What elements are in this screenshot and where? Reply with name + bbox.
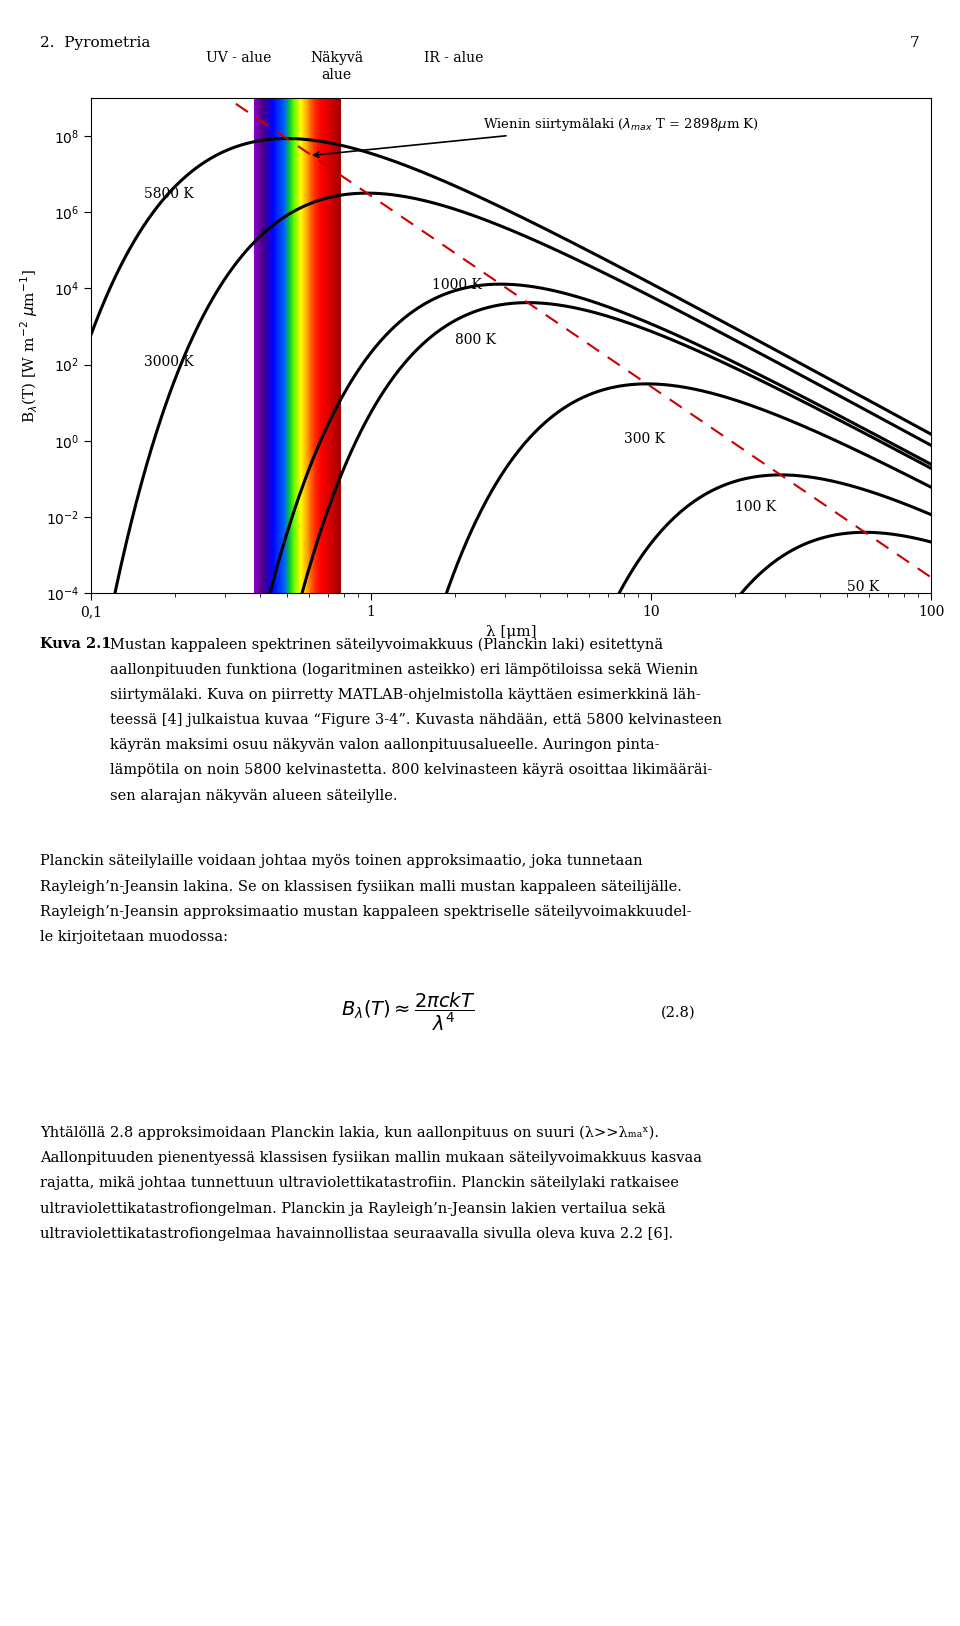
Text: Rayleigh’n-Jeansin approksimaatio mustan kappaleen spektriselle säteilyvoimakkuu: Rayleigh’n-Jeansin approksimaatio mustan… <box>40 904 692 919</box>
Text: sen alarajan näkyvän alueen säteilylle.: sen alarajan näkyvän alueen säteilylle. <box>110 789 397 803</box>
Text: teessä [4] julkaistua kuvaa “Figure 3-4”. Kuvasta nähdään, että 5800 kelvinastee: teessä [4] julkaistua kuvaa “Figure 3-4”… <box>110 712 722 727</box>
Text: Yhtälöllä 2.8 approksimoidaan Planckin lakia, kun aallonpituus on suuri (λ>>λₘₐˣ: Yhtälöllä 2.8 approksimoidaan Planckin l… <box>40 1127 660 1140</box>
Text: käyrän maksimi osuu näkyvän valon aallonpituusalueelle. Auringon pinta-: käyrän maksimi osuu näkyvän valon aallon… <box>110 738 660 753</box>
Text: 1000 K: 1000 K <box>432 278 482 293</box>
Text: Näkyvä
alue: Näkyvä alue <box>310 52 363 81</box>
Text: Planckin säteilylaille voidaan johtaa myös toinen approksimaatio, joka tunnetaan: Planckin säteilylaille voidaan johtaa my… <box>40 855 643 868</box>
Text: aallonpituuden funktiona (logaritminen asteikko) eri lämpötiloissa sekä Wienin: aallonpituuden funktiona (logaritminen a… <box>110 663 699 676</box>
Text: ultraviolettikatastrofiongelman. Planckin ja Rayleigh’n-Jeansin lakien vertailua: ultraviolettikatastrofiongelman. Plancki… <box>40 1202 666 1216</box>
Y-axis label: B$_\lambda$(T) [W m$^{-2}$ $\mu$m$^{-1}$]: B$_\lambda$(T) [W m$^{-2}$ $\mu$m$^{-1}$… <box>18 268 40 423</box>
Text: Kuva 2.1: Kuva 2.1 <box>40 637 111 652</box>
Text: 300 K: 300 K <box>624 433 665 446</box>
Text: 7: 7 <box>910 36 920 50</box>
Text: ultraviolettikatastrofiongelmaa havainnollistaa seuraavalla sivulla oleva kuva 2: ultraviolettikatastrofiongelmaa havainno… <box>40 1228 674 1241</box>
Text: 3000 K: 3000 K <box>145 354 194 369</box>
Text: 50 K: 50 K <box>847 580 879 593</box>
Text: IR - alue: IR - alue <box>424 52 484 65</box>
X-axis label: λ [μm]: λ [μm] <box>486 624 537 639</box>
Text: $B_\lambda(T) \approx \dfrac{2\pi c k T}{\lambda^4}$: $B_\lambda(T) \approx \dfrac{2\pi c k T}… <box>341 990 475 1034</box>
Text: 800 K: 800 K <box>455 333 496 346</box>
Text: Aallonpituuden pienentyessä klassisen fysiikan mallin mukaan säteilyvoimakkuus k: Aallonpituuden pienentyessä klassisen fy… <box>40 1151 703 1166</box>
Text: 100 K: 100 K <box>735 501 777 514</box>
Text: 5800 K: 5800 K <box>145 187 194 200</box>
Text: siirtymälaki. Kuva on piirretty MATLAB-ohjelmistolla käyttäen esimerkkinä läh-: siirtymälaki. Kuva on piirretty MATLAB-o… <box>110 688 701 702</box>
Text: (2.8): (2.8) <box>661 1005 696 1020</box>
Text: rajatta, mikä johtaa tunnettuun ultraviolettikatastrofiin. Planckin säteilylaki : rajatta, mikä johtaa tunnettuun ultravio… <box>40 1177 679 1190</box>
Text: 2.  Pyrometria: 2. Pyrometria <box>40 36 151 50</box>
Text: Wienin siirtymälaki ($\lambda_{max}$ T = 2898$\mu$m K): Wienin siirtymälaki ($\lambda_{max}$ T =… <box>314 115 758 158</box>
Text: lämpötila on noin 5800 kelvinastetta. 800 kelvinasteen käyrä osoittaa likimääräi: lämpötila on noin 5800 kelvinastetta. 80… <box>110 764 712 777</box>
Text: Mustan kappaleen spektrinen säteilyvoimakkuus (Planckin laki) esitettynä: Mustan kappaleen spektrinen säteilyvoima… <box>110 637 663 652</box>
Text: le kirjoitetaan muodossa:: le kirjoitetaan muodossa: <box>40 930 228 945</box>
Text: Rayleigh’n-Jeansin lakina. Se on klassisen fysiikan malli mustan kappaleen sätei: Rayleigh’n-Jeansin lakina. Se on klassis… <box>40 880 683 894</box>
Text: UV - alue: UV - alue <box>205 52 271 65</box>
